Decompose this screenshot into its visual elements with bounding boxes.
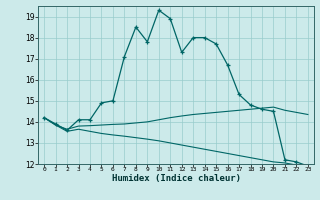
X-axis label: Humidex (Indice chaleur): Humidex (Indice chaleur) <box>111 174 241 183</box>
